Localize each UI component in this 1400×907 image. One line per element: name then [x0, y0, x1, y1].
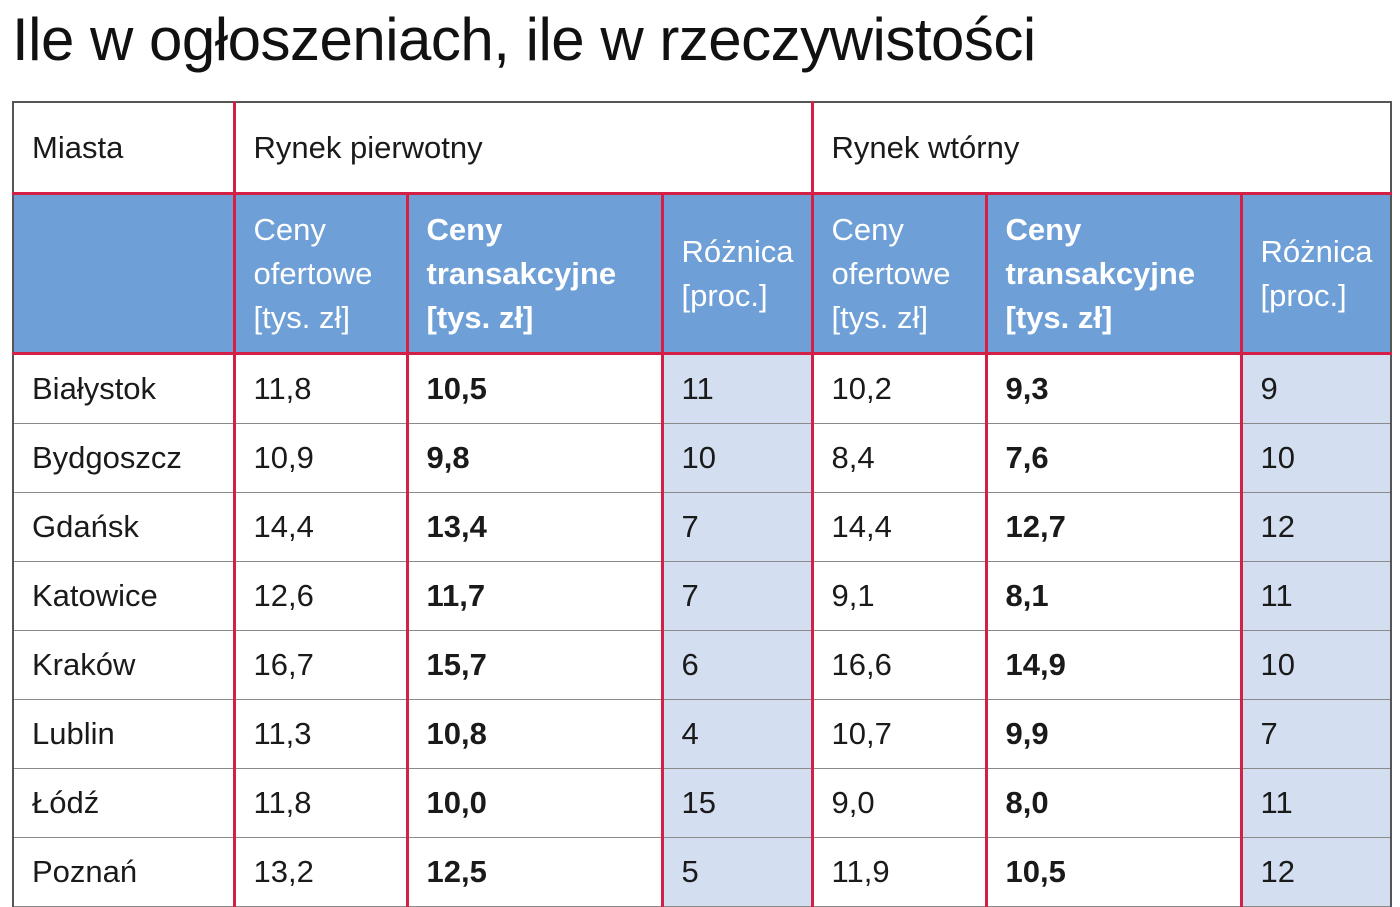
- table-row: Katowice 12,6 11,7 7 9,1 8,1 11: [12, 561, 1393, 631]
- secondary-difference-cell: 10: [1239, 630, 1393, 700]
- column-header-row: Ceny ofertowe [tys. zł] Ceny transakcyjn…: [12, 193, 1393, 355]
- secondary-asking-cell: 16,6: [810, 630, 987, 700]
- primary-transaction-header: Ceny transakcyjne [tys. zł]: [405, 193, 662, 355]
- primary-asking-cell: 10,9: [232, 423, 407, 493]
- city-cell: Łódź: [12, 768, 234, 838]
- table-body: Białystok 11,8 10,5 11 10,2 9,3 9 Bydgos…: [12, 353, 1393, 907]
- secondary-difference-cell: 11: [1239, 768, 1393, 838]
- primary-transaction-cell: 10,8: [405, 699, 662, 769]
- secondary-asking-cell: 11,9: [810, 837, 987, 907]
- secondary-transaction-header: Ceny transakcyjne [tys. zł]: [984, 193, 1242, 355]
- primary-asking-cell: 11,8: [232, 353, 407, 424]
- primary-difference-header: Różnica [proc.]: [660, 193, 813, 355]
- city-cell: Gdańsk: [12, 492, 234, 562]
- secondary-difference-cell: 7: [1239, 699, 1393, 769]
- primary-transaction-cell: 12,5: [405, 837, 662, 907]
- primary-difference-cell: 10: [660, 423, 813, 493]
- primary-asking-cell: 11,3: [232, 699, 407, 769]
- primary-difference-cell: 7: [660, 492, 813, 562]
- primary-asking-cell: 11,8: [232, 768, 407, 838]
- secondary-difference-header: Różnica [proc.]: [1239, 193, 1393, 355]
- primary-asking-header: Ceny ofertowe [tys. zł]: [232, 193, 407, 355]
- secondary-transaction-cell: 14,9: [984, 630, 1242, 700]
- primary-transaction-cell: 10,0: [405, 768, 662, 838]
- secondary-transaction-cell: 9,3: [984, 353, 1242, 424]
- price-table: Miasta Rynek pierwotny Rynek wtórny Ceny…: [12, 101, 1393, 907]
- primary-transaction-cell: 9,8: [405, 423, 662, 493]
- secondary-difference-cell: 12: [1239, 492, 1393, 562]
- secondary-asking-cell: 14,4: [810, 492, 987, 562]
- secondary-asking-cell: 8,4: [810, 423, 987, 493]
- table-row: Łódź 11,8 10,0 15 9,0 8,0 11: [12, 768, 1393, 838]
- table-row: Poznań 13,2 12,5 5 11,9 10,5 12: [12, 837, 1393, 907]
- primary-market-header: Rynek pierwotny: [232, 102, 813, 195]
- secondary-asking-cell: 10,2: [810, 353, 987, 424]
- secondary-difference-cell: 9: [1239, 353, 1393, 424]
- primary-difference-cell: 4: [660, 699, 813, 769]
- primary-asking-cell: 12,6: [232, 561, 407, 631]
- primary-asking-cell: 16,7: [232, 630, 407, 700]
- city-cell: Katowice: [12, 561, 234, 631]
- table-row: Gdańsk 14,4 13,4 7 14,4 12,7 12: [12, 492, 1393, 562]
- city-cell: Poznań: [12, 837, 234, 907]
- primary-difference-cell: 7: [660, 561, 813, 631]
- primary-difference-cell: 5: [660, 837, 813, 907]
- city-cell: Bydgoszcz: [12, 423, 234, 493]
- table-row: Bydgoszcz 10,9 9,8 10 8,4 7,6 10: [12, 423, 1393, 493]
- primary-transaction-cell: 11,7: [405, 561, 662, 631]
- city-cell: Kraków: [12, 630, 234, 700]
- primary-asking-cell: 13,2: [232, 837, 407, 907]
- table-row: Lublin 11,3 10,8 4 10,7 9,9 7: [12, 699, 1393, 769]
- secondary-asking-cell: 10,7: [810, 699, 987, 769]
- primary-difference-cell: 11: [660, 353, 813, 424]
- secondary-asking-header: Ceny ofertowe [tys. zł]: [810, 193, 987, 355]
- primary-transaction-cell: 15,7: [405, 630, 662, 700]
- empty-header-cell: [12, 193, 234, 355]
- table-row: Białystok 11,8 10,5 11 10,2 9,3 9: [12, 353, 1393, 424]
- city-cell: Lublin: [12, 699, 234, 769]
- secondary-difference-cell: 10: [1239, 423, 1393, 493]
- group-header-row: Miasta Rynek pierwotny Rynek wtórny: [12, 102, 1393, 195]
- secondary-difference-cell: 11: [1239, 561, 1393, 631]
- secondary-transaction-cell: 10,5: [984, 837, 1242, 907]
- secondary-asking-cell: 9,0: [810, 768, 987, 838]
- secondary-asking-cell: 9,1: [810, 561, 987, 631]
- secondary-market-header: Rynek wtórny: [810, 102, 1393, 195]
- secondary-transaction-cell: 8,1: [984, 561, 1242, 631]
- page-title: Ile w ogłoszeniach, ile w rzeczywistości: [12, 6, 1036, 73]
- secondary-transaction-cell: 9,9: [984, 699, 1242, 769]
- primary-difference-cell: 6: [660, 630, 813, 700]
- secondary-transaction-cell: 12,7: [984, 492, 1242, 562]
- table-row: Kraków 16,7 15,7 6 16,6 14,9 10: [12, 630, 1393, 700]
- primary-transaction-cell: 13,4: [405, 492, 662, 562]
- secondary-transaction-cell: 7,6: [984, 423, 1242, 493]
- city-cell: Białystok: [12, 353, 234, 424]
- primary-difference-cell: 15: [660, 768, 813, 838]
- primary-asking-cell: 14,4: [232, 492, 407, 562]
- secondary-difference-cell: 12: [1239, 837, 1393, 907]
- secondary-transaction-cell: 8,0: [984, 768, 1242, 838]
- primary-transaction-cell: 10,5: [405, 353, 662, 424]
- city-column-header: Miasta: [12, 102, 234, 195]
